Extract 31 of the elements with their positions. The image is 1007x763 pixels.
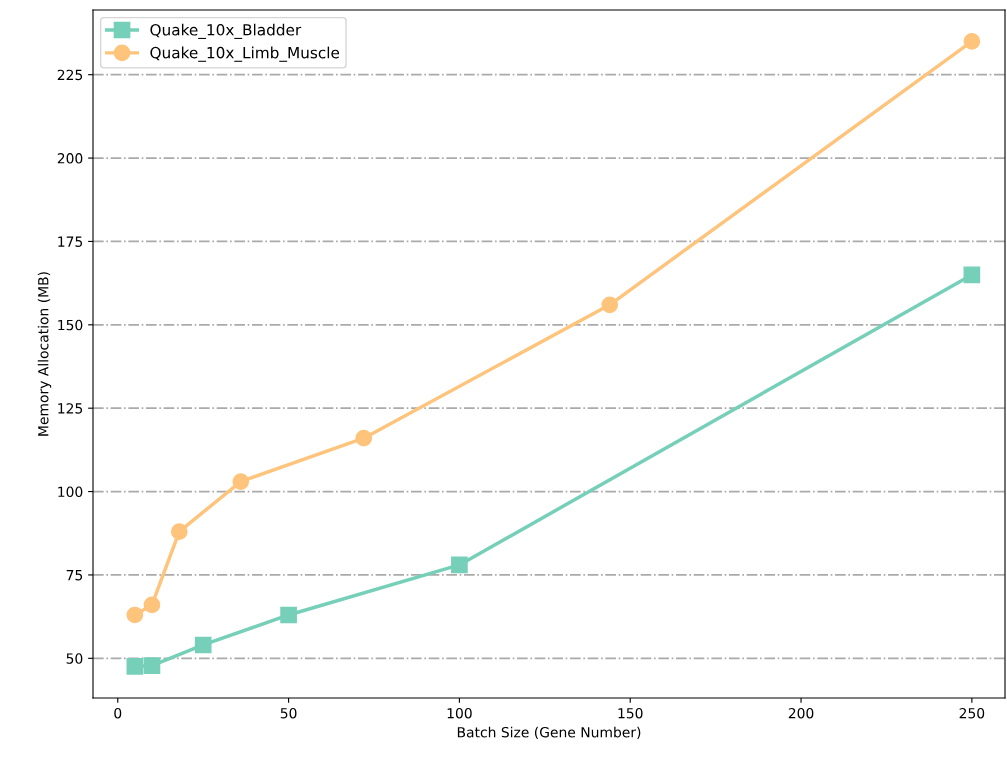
y-tick-label: 225 [57, 69, 83, 81]
x-tick-label: 150 [618, 707, 643, 719]
point [355, 429, 373, 447]
point [126, 657, 144, 675]
y-tick-label: 100 [58, 486, 83, 498]
point [963, 266, 981, 284]
y-tick-label: 200 [57, 153, 83, 164]
point [451, 556, 468, 574]
legend-label: Quake_10x_Bladder [150, 23, 302, 39]
y-tick-label: 175 [58, 236, 83, 247]
y-axis-title: Memory Allocation (MB) [37, 272, 52, 436]
point [126, 606, 144, 624]
point [143, 657, 161, 674]
x-tick-label: 100 [447, 707, 472, 719]
y-tick-label: 75 [66, 570, 83, 581]
point [963, 33, 981, 50]
point [143, 596, 161, 614]
point [232, 473, 250, 490]
point [170, 523, 188, 540]
x-tick-label: 0 [114, 707, 122, 719]
x-axis-title: Batch Size (Gene Number) [457, 726, 641, 740]
point [601, 296, 619, 314]
point [280, 606, 297, 624]
y-tick-label: 50 [66, 653, 83, 664]
x-tick-label: 250 [959, 707, 985, 719]
x-tick-label: 50 [280, 707, 297, 719]
y-tick-label: 125 [58, 403, 83, 414]
legend-label: Quake_10x_Limb_Muscle [150, 46, 340, 62]
x-tick-label: 200 [788, 707, 814, 719]
y-tick-label: 150 [58, 319, 83, 331]
point [194, 636, 212, 654]
